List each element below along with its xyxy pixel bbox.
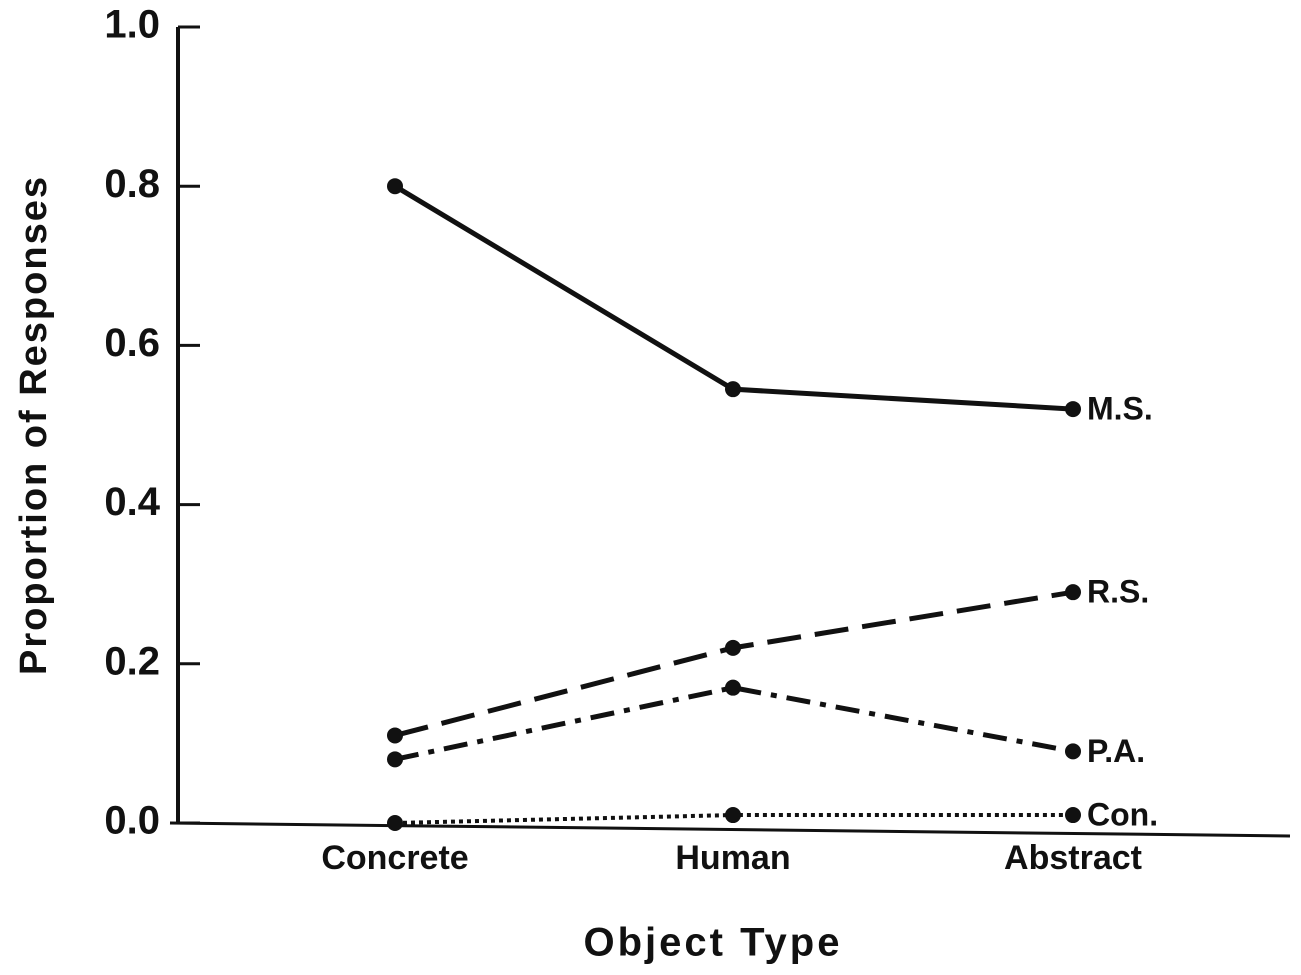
point xyxy=(387,178,403,195)
series-label: Con. xyxy=(1087,796,1158,832)
point xyxy=(1065,584,1081,601)
series-label: P.A. xyxy=(1087,733,1145,769)
x-tick-label: Concrete xyxy=(321,839,468,877)
point xyxy=(387,815,403,831)
series-label: R.S. xyxy=(1087,574,1149,610)
series-line xyxy=(394,589,1074,738)
y-axis-label: Proportion of Responses xyxy=(13,175,55,675)
series-line xyxy=(393,184,1074,412)
series-line xyxy=(394,685,1074,762)
point xyxy=(387,751,403,768)
x-axis-label: Object Type xyxy=(584,921,843,965)
point xyxy=(725,679,741,696)
y-tick-label: 0.2 xyxy=(104,639,160,683)
x-axis xyxy=(169,821,1291,838)
point xyxy=(1065,743,1081,760)
point xyxy=(1065,401,1081,418)
point xyxy=(725,807,741,824)
y-tick-label: 0.8 xyxy=(104,162,160,206)
x-tick-label: Abstract xyxy=(1004,839,1142,877)
point xyxy=(725,381,741,398)
y-tick-label: 0.4 xyxy=(104,480,160,524)
x-tick-label: Human xyxy=(675,839,790,877)
y-tick-label: 0.0 xyxy=(104,799,160,843)
point xyxy=(1065,807,1081,824)
y-tick-label: 1.0 xyxy=(104,3,160,47)
y-tick-label: 0.6 xyxy=(104,321,160,365)
point xyxy=(725,639,741,656)
series-label: M.S. xyxy=(1087,391,1153,427)
point xyxy=(387,727,403,744)
